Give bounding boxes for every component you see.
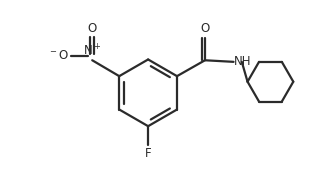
Text: N$^+$: N$^+$: [83, 43, 101, 58]
Text: $^-$O: $^-$O: [48, 49, 69, 62]
Text: NH: NH: [234, 55, 252, 68]
Text: F: F: [145, 147, 152, 160]
Text: O: O: [88, 22, 97, 36]
Text: O: O: [200, 22, 210, 36]
